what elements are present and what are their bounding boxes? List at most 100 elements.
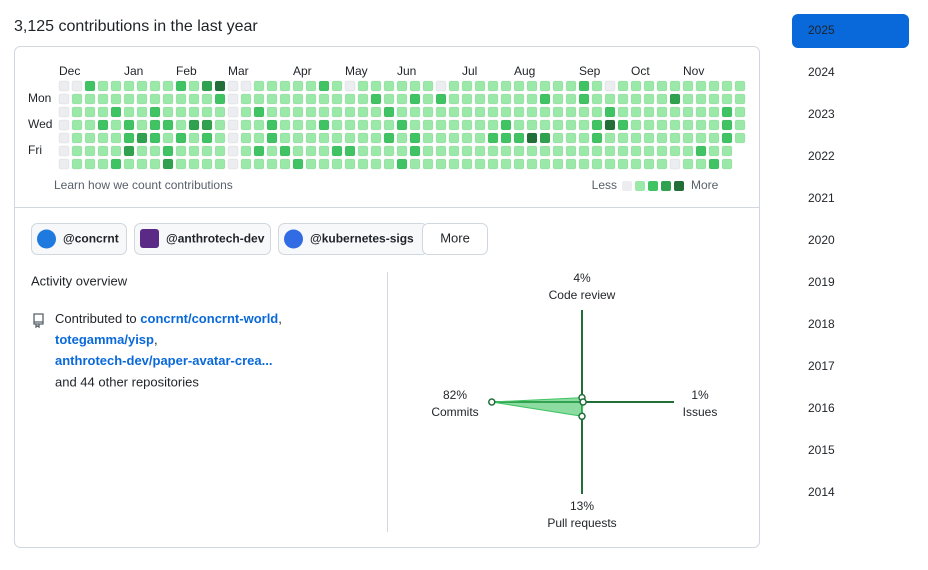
- org-button[interactable]: [134, 223, 271, 255]
- contribution-cell[interactable]: [357, 158, 369, 170]
- contribution-cell[interactable]: [331, 132, 343, 144]
- contribution-cell[interactable]: [721, 93, 733, 105]
- contribution-cell[interactable]: [500, 145, 512, 157]
- year-selected[interactable]: [792, 14, 909, 48]
- contribution-cell[interactable]: [526, 145, 538, 157]
- contribution-cell[interactable]: [526, 80, 538, 92]
- contribution-cell[interactable]: [682, 158, 694, 170]
- contribution-cell[interactable]: [110, 132, 122, 144]
- contribution-cell[interactable]: [708, 158, 720, 170]
- year-link[interactable]: 2015: [808, 443, 835, 457]
- contribution-cell[interactable]: [71, 132, 83, 144]
- contribution-cell[interactable]: [110, 119, 122, 131]
- contribution-cell[interactable]: [97, 145, 109, 157]
- contribution-cell[interactable]: [357, 80, 369, 92]
- contribution-cell[interactable]: [253, 145, 265, 157]
- contribution-cell[interactable]: [71, 80, 83, 92]
- more-button[interactable]: [422, 223, 488, 255]
- contribution-cell[interactable]: [227, 106, 239, 118]
- contribution-cell[interactable]: [71, 93, 83, 105]
- contribution-cell[interactable]: [305, 119, 317, 131]
- contribution-cell[interactable]: [682, 106, 694, 118]
- contribution-cell[interactable]: [422, 106, 434, 118]
- contribution-cell[interactable]: [58, 80, 70, 92]
- contribution-cell[interactable]: [552, 158, 564, 170]
- contribution-cell[interactable]: [695, 106, 707, 118]
- contribution-cell[interactable]: [201, 106, 213, 118]
- contribution-cell[interactable]: [227, 80, 239, 92]
- contribution-cell[interactable]: [500, 93, 512, 105]
- contribution-cell[interactable]: [487, 80, 499, 92]
- contribution-cell[interactable]: [279, 119, 291, 131]
- contribution-cell[interactable]: [474, 132, 486, 144]
- contribution-cell[interactable]: [409, 80, 421, 92]
- contribution-cell[interactable]: [409, 106, 421, 118]
- contribution-cell[interactable]: [669, 93, 681, 105]
- contribution-cell[interactable]: [409, 145, 421, 157]
- contribution-cell[interactable]: [513, 93, 525, 105]
- contribution-cell[interactable]: [474, 145, 486, 157]
- contribution-cell[interactable]: [526, 132, 538, 144]
- contribution-cell[interactable]: [318, 106, 330, 118]
- contribution-cell[interactable]: [396, 158, 408, 170]
- contribution-cell[interactable]: [435, 80, 447, 92]
- contribution-cell[interactable]: [526, 93, 538, 105]
- contribution-cell[interactable]: [279, 106, 291, 118]
- contribution-cell[interactable]: [305, 106, 317, 118]
- contribution-cell[interactable]: [84, 132, 96, 144]
- contribution-cell[interactable]: [214, 132, 226, 144]
- contribution-cell[interactable]: [578, 158, 590, 170]
- contribution-cell[interactable]: [708, 80, 720, 92]
- contribution-cell[interactable]: [370, 80, 382, 92]
- contribution-cell[interactable]: [396, 119, 408, 131]
- contribution-cell[interactable]: [253, 93, 265, 105]
- contribution-cell[interactable]: [175, 132, 187, 144]
- contribution-cell[interactable]: [123, 145, 135, 157]
- contribution-cell[interactable]: [565, 106, 577, 118]
- contribution-cell[interactable]: [513, 106, 525, 118]
- contribution-cell[interactable]: [240, 158, 252, 170]
- contribution-cell[interactable]: [175, 158, 187, 170]
- contribution-cell[interactable]: [292, 80, 304, 92]
- contribution-cell[interactable]: [396, 93, 408, 105]
- contribution-cell[interactable]: [500, 132, 512, 144]
- contribution-cell[interactable]: [110, 106, 122, 118]
- contribution-cell[interactable]: [266, 132, 278, 144]
- contribution-cell[interactable]: [240, 93, 252, 105]
- contribution-cell[interactable]: [409, 93, 421, 105]
- contribution-cell[interactable]: [58, 145, 70, 157]
- contribution-cell[interactable]: [331, 93, 343, 105]
- contribution-cell[interactable]: [344, 158, 356, 170]
- contribution-cell[interactable]: [461, 145, 473, 157]
- contribution-cell[interactable]: [487, 145, 499, 157]
- contribution-cell[interactable]: [292, 119, 304, 131]
- contribution-cell[interactable]: [552, 93, 564, 105]
- contribution-cell[interactable]: [383, 132, 395, 144]
- contribution-cell[interactable]: [630, 132, 642, 144]
- contribution-cell[interactable]: [71, 106, 83, 118]
- contribution-cell[interactable]: [344, 106, 356, 118]
- contribution-cell[interactable]: [357, 132, 369, 144]
- contribution-cell[interactable]: [162, 119, 174, 131]
- contribution-cell[interactable]: [604, 80, 616, 92]
- contribution-cell[interactable]: [552, 145, 564, 157]
- contribution-cell[interactable]: [266, 93, 278, 105]
- contribution-cell[interactable]: [266, 145, 278, 157]
- contribution-cell[interactable]: [175, 119, 187, 131]
- contribution-cell[interactable]: [97, 80, 109, 92]
- contribution-cell[interactable]: [162, 93, 174, 105]
- contribution-cell[interactable]: [58, 158, 70, 170]
- contribution-cell[interactable]: [331, 158, 343, 170]
- contribution-cell[interactable]: [214, 119, 226, 131]
- contribution-cell[interactable]: [474, 106, 486, 118]
- contribution-cell[interactable]: [331, 119, 343, 131]
- contribution-cell[interactable]: [539, 119, 551, 131]
- contribution-cell[interactable]: [240, 106, 252, 118]
- contribution-cell[interactable]: [370, 132, 382, 144]
- contribution-cell[interactable]: [643, 132, 655, 144]
- contribution-cell[interactable]: [162, 106, 174, 118]
- contribution-cell[interactable]: [305, 80, 317, 92]
- contribution-cell[interactable]: [136, 132, 148, 144]
- contribution-cell[interactable]: [227, 145, 239, 157]
- contribution-cell[interactable]: [578, 80, 590, 92]
